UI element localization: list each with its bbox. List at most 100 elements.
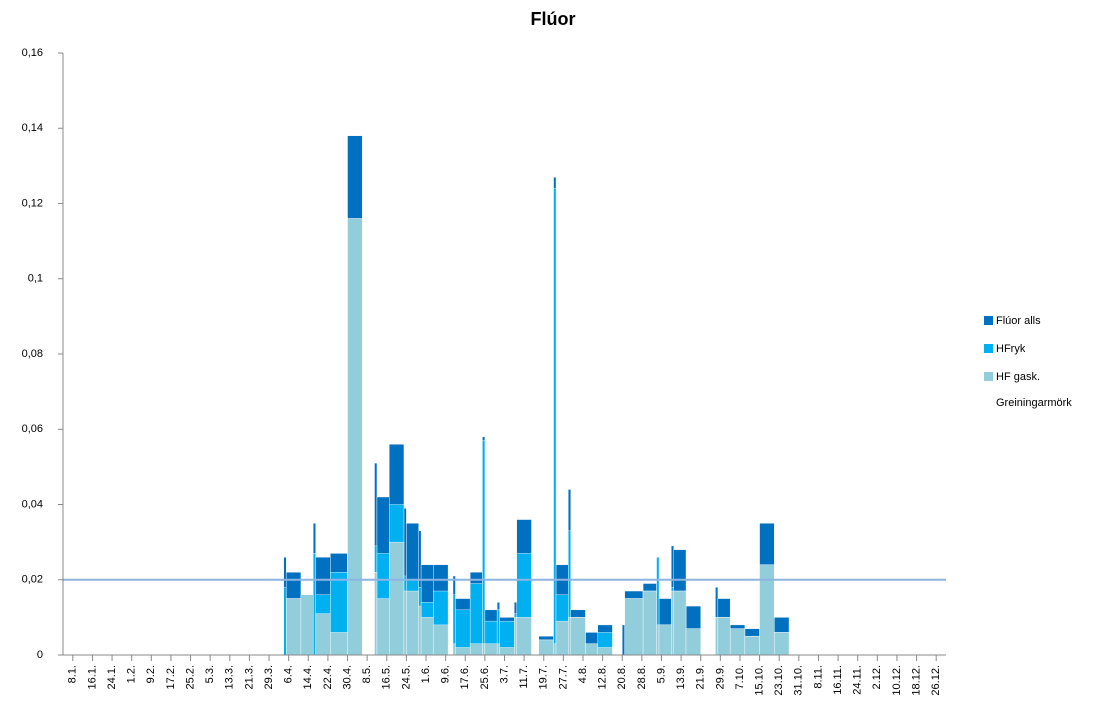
x-tick-label: 7.10.	[734, 665, 746, 689]
bar	[570, 617, 586, 656]
bar	[715, 617, 719, 656]
bar	[729, 628, 746, 656]
bar	[469, 643, 483, 656]
bar	[403, 590, 407, 656]
x-tick-label: 13.3.	[224, 665, 236, 689]
bar	[376, 598, 390, 656]
x-tick-label: 21.9.	[695, 665, 707, 689]
bar	[744, 635, 760, 656]
x-tick-label: 8.11.	[812, 665, 824, 689]
bar	[553, 188, 557, 656]
bar	[330, 632, 348, 656]
legend-swatch	[984, 372, 993, 381]
bar	[759, 564, 775, 656]
x-tick-label: 20.8.	[616, 665, 628, 689]
x-tick-label: 24.1.	[106, 665, 118, 689]
y-tick-label: 0,02	[22, 574, 43, 586]
y-tick-label: 0,06	[22, 423, 43, 435]
bar	[553, 643, 557, 656]
y-tick-label: 0,12	[22, 197, 43, 209]
bar	[455, 647, 471, 656]
x-tick-label: 10.12.	[891, 665, 903, 696]
x-tick-label: 19.7.	[538, 665, 550, 689]
x-tick-label: 21.3.	[243, 665, 255, 689]
x-tick-label: 15.10.	[753, 665, 765, 696]
legend-label: Flúor alls	[996, 315, 1041, 327]
x-tick-label: 14.4.	[302, 665, 314, 689]
x-tick-label: 24.5.	[400, 665, 412, 689]
bar	[538, 639, 554, 656]
bar	[406, 590, 419, 656]
legend-label: HFryk	[996, 343, 1026, 355]
bar	[624, 598, 644, 656]
x-tick-label: 1.6.	[420, 665, 432, 683]
bar	[312, 553, 316, 656]
x-tick-label: 18.12.	[910, 665, 922, 696]
bar	[514, 617, 517, 656]
x-tick-label: 25.2.	[184, 665, 196, 689]
bar	[671, 590, 674, 656]
x-tick-label: 2.12.	[871, 665, 883, 689]
legend-label: HF gask.	[996, 371, 1040, 383]
bar	[484, 643, 498, 656]
x-tick-label: 6.4.	[283, 665, 295, 683]
bar	[585, 643, 598, 656]
bar	[774, 632, 790, 656]
bar	[496, 643, 500, 656]
x-tick-label: 17.2.	[165, 665, 177, 689]
chart-title: Flúor	[531, 9, 576, 29]
x-tick-label: 13.9.	[675, 665, 687, 689]
x-tick-label: 9.6.	[440, 665, 452, 683]
bar	[555, 620, 569, 656]
bar	[516, 617, 532, 656]
x-tick-label: 29.3.	[263, 665, 275, 689]
x-tick-label: 28.8.	[636, 665, 648, 689]
x-tick-label: 25.6.	[479, 665, 491, 689]
bar	[568, 617, 571, 656]
bar	[673, 590, 687, 656]
bar	[642, 590, 657, 656]
bar	[499, 647, 515, 656]
x-tick-label: 9.2.	[145, 665, 157, 683]
x-tick-label: 23.10.	[773, 665, 785, 696]
x-tick-label: 8.1.	[67, 665, 79, 683]
x-tick-label: 29.9.	[714, 665, 726, 689]
bar	[597, 647, 613, 656]
y-tick-label: 0	[37, 649, 43, 661]
bar	[452, 643, 456, 656]
legend-label: Greiningarmörk	[996, 397, 1072, 409]
x-tick-label: 16.5.	[381, 665, 393, 689]
x-tick-label: 8.5.	[361, 665, 373, 683]
bar	[420, 617, 434, 656]
x-tick-label: 3.7.	[498, 665, 510, 683]
bar	[374, 572, 378, 656]
bar	[622, 624, 625, 656]
bar	[286, 598, 302, 656]
bar	[418, 605, 422, 656]
x-tick-label: 26.12.	[930, 665, 942, 696]
y-tick-label: 0,04	[22, 498, 43, 510]
x-tick-label: 5.3.	[204, 665, 216, 683]
legend-swatch	[984, 316, 993, 325]
bar	[315, 613, 331, 656]
x-tick-label: 11.7.	[518, 665, 530, 689]
y-tick-label: 0,1	[28, 273, 43, 285]
x-tick-label: 24.11.	[852, 665, 864, 695]
x-tick-label: 30.4.	[341, 665, 353, 689]
x-tick-label: 17.6.	[459, 665, 471, 689]
x-tick-label: 16.11.	[832, 665, 844, 695]
bar	[656, 624, 660, 656]
x-tick-label: 5.9.	[655, 665, 667, 683]
x-tick-label: 31.10.	[793, 665, 805, 696]
bar	[685, 628, 701, 656]
bar	[283, 587, 287, 656]
bar	[433, 624, 449, 656]
bar	[482, 643, 486, 656]
x-tick-label: 22.4.	[322, 665, 334, 689]
bar	[300, 594, 314, 656]
x-tick-label: 4.8.	[577, 665, 589, 683]
bar	[482, 440, 486, 656]
y-tick-label: 0,14	[22, 122, 43, 134]
